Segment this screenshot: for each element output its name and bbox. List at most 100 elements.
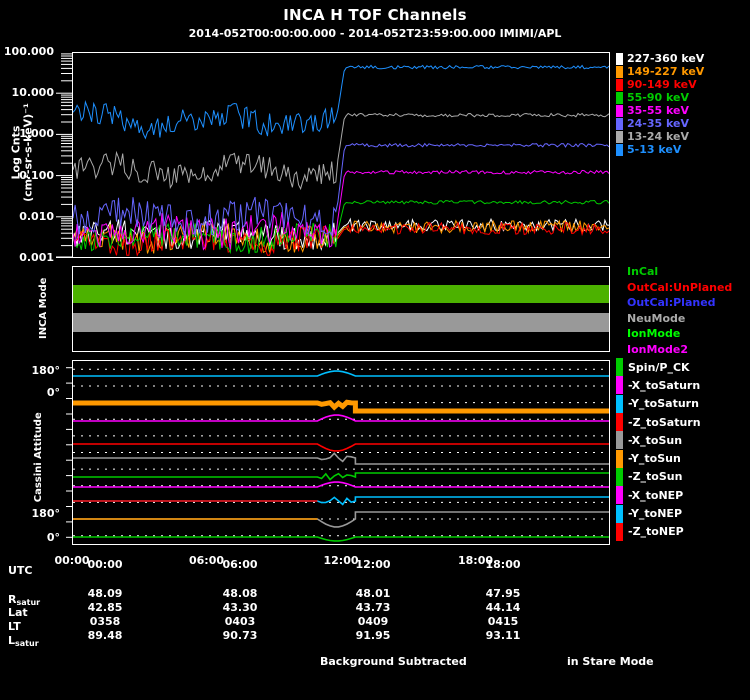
ephemeris-header-cell: 12:00 bbox=[355, 558, 391, 571]
ephemeris-row-label-main: LT bbox=[8, 620, 21, 633]
inca-mode-legend-label: IonMode bbox=[627, 327, 681, 341]
flux-y-axis-label-line2: (cm²-sr-s-keV)⁻¹ bbox=[21, 103, 34, 202]
x-axis-tick: 00:00 bbox=[54, 554, 90, 567]
attitude-legend-item: -Z_toNEP bbox=[616, 522, 701, 541]
inca-mode-bar bbox=[73, 313, 609, 332]
ephemeris-row-label: UTC bbox=[8, 564, 33, 577]
footer-left-note: Background Subtracted bbox=[320, 655, 467, 668]
inca-mode-legend-item: InCal bbox=[616, 264, 732, 280]
flux-axis-ticks bbox=[56, 53, 72, 258]
attitude-legend-item: -Y_toSaturn bbox=[616, 394, 701, 413]
ephemeris-table: UTC Rsatur Lat LT Lsatur 00:00 06:00 12:00 18:0… bbox=[0, 548, 750, 660]
attitude-legend-item: -Z_toSaturn bbox=[616, 413, 701, 432]
legend-color-swatch bbox=[616, 413, 623, 432]
flux-y-tick: 100.000 bbox=[3, 45, 54, 58]
ephemeris-cell: 42.85 bbox=[87, 601, 123, 614]
ephemeris-cell: 0409 bbox=[357, 615, 389, 628]
attitude-legend-item: -X_toSun bbox=[616, 431, 701, 450]
flux-legend-label: 13-24 keV bbox=[627, 130, 690, 143]
attitude-legend-label: Spin/P_CK bbox=[628, 360, 690, 374]
flux-y-tick: 0.100 bbox=[19, 168, 54, 182]
ephemeris-cell: 93.11 bbox=[485, 629, 521, 642]
flux-legend-label: 227-360 keV bbox=[627, 52, 705, 65]
attitude-legend-item: -Z_toSun bbox=[616, 467, 701, 486]
inca-mode-legend-label: OutCal:Planed bbox=[627, 296, 716, 310]
ephemeris-row-label: Lsatur bbox=[8, 634, 39, 648]
ephemeris-cell: 48.01 bbox=[355, 587, 391, 600]
flux-y-axis-label-line1: Log Cnts bbox=[9, 125, 23, 180]
attitude-legend-item: -Y_toNEP bbox=[616, 504, 701, 523]
attitude-legend-label: -Y_toSun bbox=[628, 452, 681, 466]
legend-color-swatch bbox=[616, 467, 623, 486]
attitude-legend-label: -Y_toNEP bbox=[628, 507, 683, 521]
ephemeris-row-label-sub: satur bbox=[15, 639, 39, 648]
flux-legend-label: 55-90 keV bbox=[627, 91, 690, 104]
page-title: INCA H TOF Channels bbox=[283, 6, 467, 24]
flux-legend-item: 55-90 keV bbox=[616, 91, 704, 104]
legend-color-swatch bbox=[616, 522, 623, 541]
flux-legend-label: 24-35 keV bbox=[627, 117, 690, 130]
inca-mode-legend-item: NeuMode bbox=[616, 311, 732, 327]
ephemeris-cell: 0403 bbox=[224, 615, 256, 628]
ephemeris-cell: 43.30 bbox=[222, 601, 258, 614]
flux-legend-item: 90-149 keV bbox=[616, 78, 704, 91]
legend-color-swatch bbox=[616, 431, 623, 450]
x-axis-tick: 12:00 bbox=[323, 554, 359, 567]
inca-mode-legend-label: NeuMode bbox=[627, 311, 686, 325]
attitude-legend-item: Spin/P_CK bbox=[616, 358, 701, 377]
legend-color-swatch bbox=[616, 130, 623, 143]
legend-color-swatch bbox=[616, 394, 623, 413]
attitude-legend-label: -X_toSaturn bbox=[628, 378, 701, 392]
legend-color-swatch bbox=[616, 91, 623, 104]
legend-color-swatch bbox=[616, 65, 623, 78]
inca-mode-panel bbox=[72, 266, 610, 352]
mode-y-axis-label: INCA Mode bbox=[37, 277, 49, 339]
ephemeris-row-label-main: R bbox=[8, 593, 17, 606]
legend-color-swatch bbox=[616, 78, 623, 91]
inca-mode-legend-label: OutCal:UnPlaned bbox=[627, 280, 733, 294]
inca-mode-legend-item: OutCal:UnPlaned bbox=[616, 280, 732, 296]
ephemeris-row-label: Lat bbox=[8, 606, 28, 619]
flux-legend-item: 5-13 keV bbox=[616, 143, 704, 156]
flux-y-tick: 10.000 bbox=[11, 86, 54, 100]
flux-y-axis-label: Log Cnts (cm²-sr-s-keV)⁻¹ bbox=[9, 93, 34, 213]
attitude-legend-label: -Y_toSaturn bbox=[628, 397, 699, 411]
attitude-y-tick: 0° bbox=[46, 386, 60, 400]
legend-color-swatch bbox=[616, 104, 623, 117]
ephemeris-cell: 89.48 bbox=[87, 629, 123, 642]
flux-legend-item: 149-227 keV bbox=[616, 65, 704, 78]
ephemeris-row-label-sub: satur bbox=[16, 598, 41, 607]
flux-y-tick: 0.001 bbox=[19, 251, 54, 264]
attitude-legend-label: -Z_toNEP bbox=[628, 525, 684, 539]
ephemeris-row-label: Rsatur bbox=[8, 593, 40, 607]
x-axis-tick: 18:00 bbox=[457, 554, 493, 567]
inca-mode-legend-label: InCal bbox=[627, 265, 659, 279]
legend-color-swatch bbox=[616, 143, 623, 156]
ephemeris-cell: 0415 bbox=[487, 615, 519, 628]
legend-color-swatch bbox=[616, 358, 623, 377]
inca-mode-legend-item: OutCal:Planed bbox=[616, 295, 732, 311]
inca-mode-legend-label: IonMode2 bbox=[627, 342, 688, 356]
flux-legend-label: 149-227 keV bbox=[627, 65, 705, 78]
footer-right-note: in Stare Mode bbox=[567, 655, 654, 668]
attitude-legend-item: -X_toSaturn bbox=[616, 376, 701, 395]
attitude-legend-label: -Z_toSaturn bbox=[628, 415, 701, 429]
attitude-legend-label: -X_toSun bbox=[628, 433, 683, 447]
legend-color-swatch bbox=[616, 117, 623, 130]
flux-y-tick: 1.000 bbox=[19, 127, 54, 141]
inca-mode-bar bbox=[73, 284, 609, 304]
ephemeris-cell: 48.08 bbox=[222, 587, 258, 600]
flux-legend-item: 13-24 keV bbox=[616, 130, 704, 143]
flux-y-tick: 0.010 bbox=[19, 209, 54, 223]
legend-color-swatch bbox=[616, 376, 623, 395]
x-axis-tick: 06:00 bbox=[188, 554, 224, 567]
attitude-panel bbox=[72, 360, 610, 545]
attitude-y-tick: 180° bbox=[31, 364, 60, 378]
inca-mode-legend-item: IonMode bbox=[616, 326, 732, 342]
flux-legend-label: 90-149 keV bbox=[627, 78, 697, 91]
flux-legend-item: 24-35 keV bbox=[616, 117, 704, 130]
attitude-legend-label: -Z_toSun bbox=[628, 470, 683, 484]
flux-legend-label: 35-55 keV bbox=[627, 104, 690, 117]
attitude-legend-item: -Y_toSun bbox=[616, 449, 701, 468]
